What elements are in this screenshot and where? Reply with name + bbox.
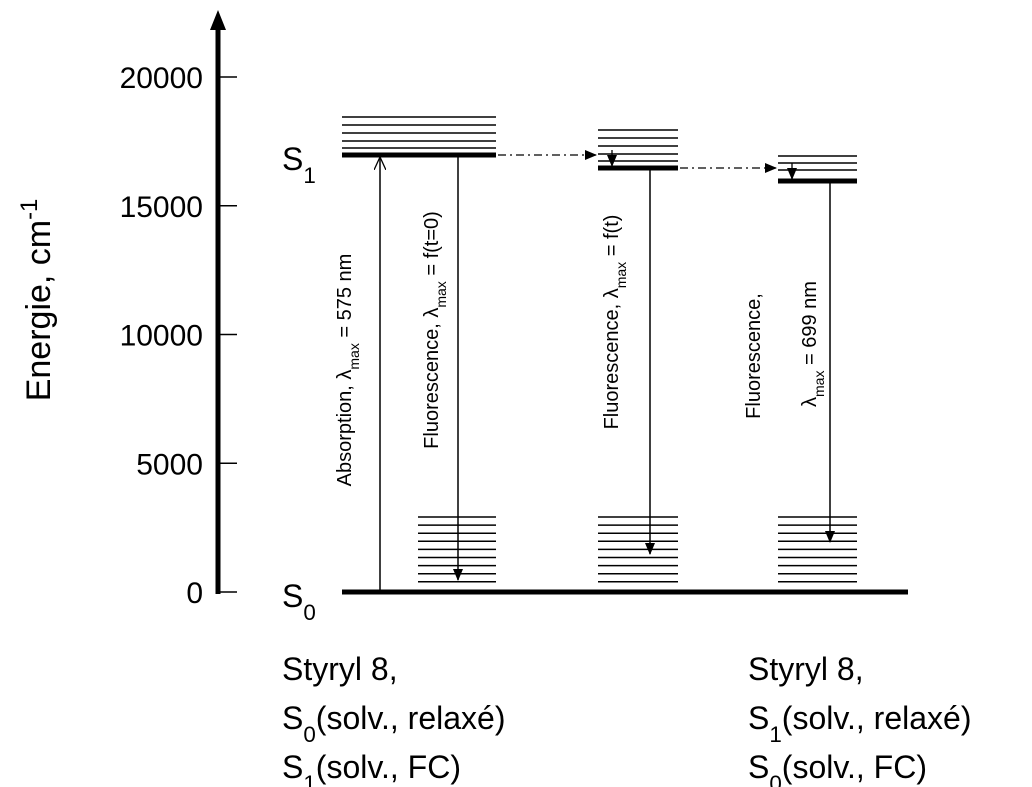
tick-label: 5000 [136, 448, 203, 481]
label-sub: max [811, 371, 827, 397]
transition-label: Fluorescence, λmax = f(t=0) [421, 211, 449, 449]
caption-text: Styryl 8, [282, 651, 398, 687]
transition-label: Fluorescence, [743, 293, 765, 419]
caption-line: S1(solv., FC) [282, 749, 461, 787]
s1-sub: 1 [303, 163, 315, 188]
label-text: = f(t=0) [421, 211, 443, 281]
label-text: Fluorescence, λ [421, 308, 443, 449]
s0-label: S0 [282, 578, 316, 625]
label-text: Fluorescence, λ [601, 288, 623, 429]
caption-text: S [282, 700, 303, 736]
caption-sub: 1 [303, 771, 315, 787]
s1-letter: S [282, 141, 303, 177]
captions: Styryl 8,S0(solv., relaxé)S1(solv., FC)S… [282, 651, 971, 787]
axis-label-sup: -1 [16, 199, 43, 220]
caption-text: (solv., FC) [316, 749, 461, 785]
caption-text: S [748, 700, 769, 736]
label-sub: max [346, 343, 362, 369]
label-sub: max [433, 281, 449, 307]
axis-label: Energie, cm-1 [16, 199, 59, 402]
caption-text: (solv., FC) [782, 749, 927, 785]
label-sub: max [613, 262, 629, 288]
caption-text: S [282, 749, 303, 785]
caption-text: Styryl 8, [748, 651, 864, 687]
caption-sub: 0 [303, 722, 315, 747]
label-text: = f(t) [601, 215, 623, 262]
caption-sub: 1 [769, 722, 781, 747]
caption-text: S [748, 749, 769, 785]
axis-label-text: Energie, cm [20, 220, 58, 401]
s0-sub: 0 [303, 600, 315, 625]
tick-label: 20000 [120, 62, 203, 95]
transition-label: Fluorescence, λmax = f(t) [601, 215, 629, 430]
caption-line: Styryl 8, [282, 651, 398, 687]
s0-letter: S [282, 578, 303, 614]
caption-line: Styryl 8, [748, 651, 864, 687]
caption-line: S0(solv., FC) [748, 749, 927, 787]
transition-label: Absorption, λmax = 575 nm [334, 254, 362, 487]
label-text: Absorption, λ [334, 370, 356, 487]
caption-sub: 0 [769, 771, 781, 787]
label-text: λ [799, 397, 821, 407]
tick-label: 15000 [120, 191, 203, 224]
caption-text: (solv., relaxé) [316, 700, 506, 736]
caption-text: (solv., relaxé) [782, 700, 972, 736]
label-text: = 699 nm [799, 281, 821, 371]
label-text: = 575 nm [334, 254, 356, 344]
tick-label: 0 [186, 577, 203, 610]
energy-levels [342, 116, 908, 595]
tick-label: 10000 [120, 320, 203, 353]
axis-arrow [210, 10, 226, 30]
y-axis: 0 5000 10000 15000 20000 [120, 10, 237, 610]
s1-label: S1 [282, 141, 316, 188]
caption-line: S1(solv., relaxé) [748, 700, 971, 747]
transition-label: λmax = 699 nm [799, 281, 827, 407]
caption-line: S0(solv., relaxé) [282, 700, 505, 747]
